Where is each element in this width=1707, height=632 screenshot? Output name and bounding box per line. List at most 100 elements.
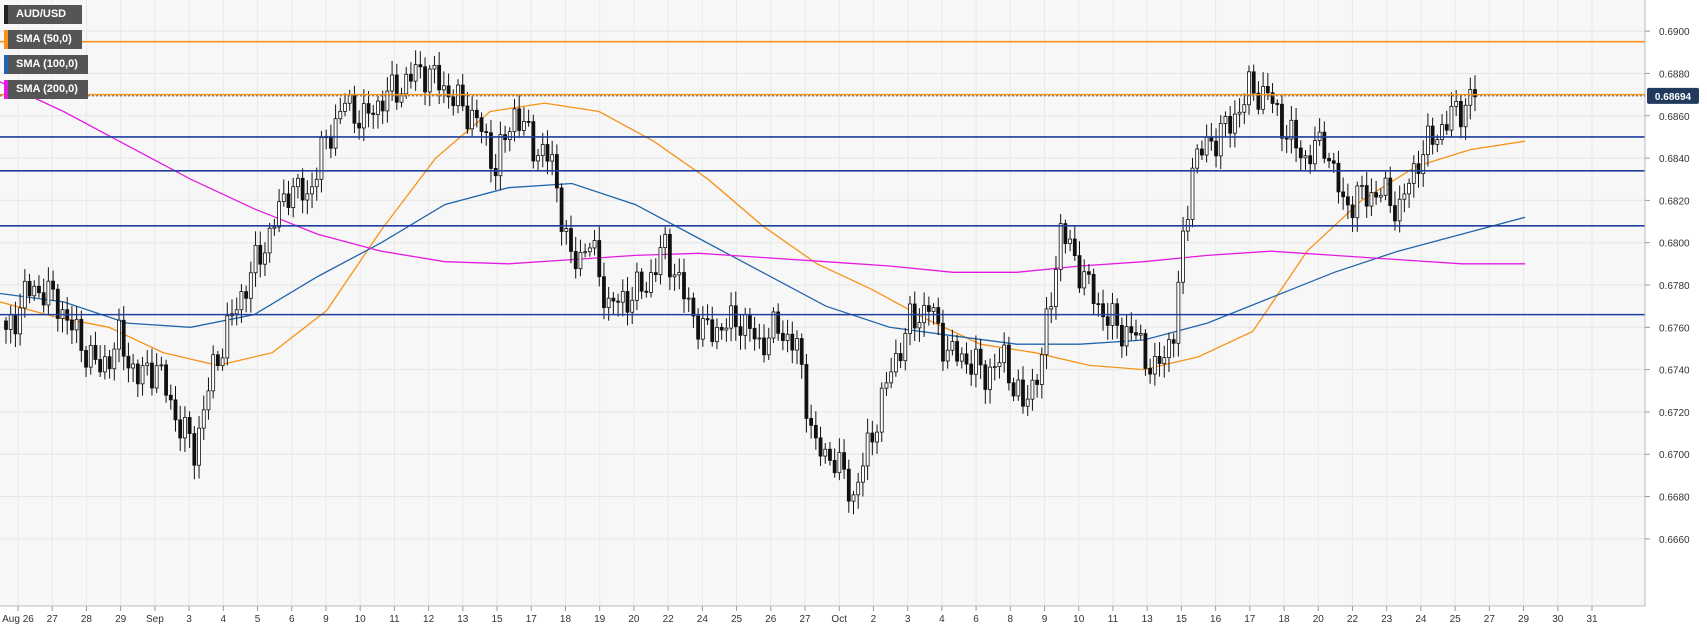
x-tick-label: 26 <box>765 614 777 625</box>
candle-body <box>1251 71 1256 94</box>
legend-swatch <box>4 30 8 49</box>
candle-body <box>1006 344 1011 384</box>
candle-body <box>587 247 592 253</box>
candle-body <box>1021 379 1025 407</box>
candle-body <box>1204 136 1209 156</box>
candle-body <box>1383 177 1388 196</box>
candle-body <box>220 357 225 367</box>
candle-body <box>870 432 875 443</box>
candle-body <box>1458 100 1463 128</box>
candle-body <box>997 362 1002 368</box>
candle-body <box>272 226 277 229</box>
candle-body <box>102 356 107 373</box>
candle-body <box>1331 160 1336 164</box>
candle-body <box>1082 271 1087 289</box>
candle-body <box>489 132 493 169</box>
candle-body <box>630 299 635 313</box>
candle-body <box>1374 192 1379 198</box>
x-tick-label: 17 <box>1244 614 1256 625</box>
candle-body <box>1091 273 1096 305</box>
candle-body <box>1421 154 1426 174</box>
legend-item-sma100[interactable]: SMA (100,0) <box>4 55 88 74</box>
candle-body <box>51 280 55 290</box>
x-tick-label: 29 <box>115 614 127 625</box>
candle-body <box>1044 308 1049 356</box>
candle-body <box>771 311 776 339</box>
candle-body <box>512 108 517 133</box>
x-tick-label: 15 <box>1176 614 1188 625</box>
candle-body <box>592 240 597 249</box>
candle-body <box>258 244 263 265</box>
candle-body <box>1313 140 1317 165</box>
candle-body <box>1355 185 1360 219</box>
candle-body <box>1261 86 1266 110</box>
candle-body <box>926 305 931 312</box>
x-tick-label: 19 <box>594 614 606 625</box>
candle-body <box>234 309 239 315</box>
candle-body <box>361 103 366 129</box>
candle-body <box>941 322 945 362</box>
candle-body <box>1039 354 1044 385</box>
candle-body <box>333 118 338 149</box>
x-tick-label: 24 <box>697 614 709 625</box>
candle-body <box>1463 104 1468 128</box>
candle-body <box>846 468 851 502</box>
candle-body <box>338 110 343 120</box>
candle-body <box>131 363 136 369</box>
candle-body <box>959 353 964 362</box>
candle-body <box>1242 104 1247 113</box>
candle-body <box>343 102 347 112</box>
candle-body <box>1345 196 1350 206</box>
candle-body <box>1167 339 1171 359</box>
candle-body <box>376 100 380 115</box>
candle-body <box>187 417 192 434</box>
candle-body <box>691 297 696 317</box>
x-tick-label: 11 <box>1108 614 1119 625</box>
candle-body <box>1016 379 1021 397</box>
candle-body <box>969 363 974 375</box>
y-tick-label: 0.6680 <box>1659 493 1690 504</box>
candle-body <box>875 431 879 443</box>
candle-body <box>93 344 98 360</box>
legend-swatch <box>4 55 8 74</box>
candle-body <box>253 244 258 274</box>
candle-body <box>818 437 823 457</box>
candle-body <box>715 326 719 343</box>
chart-legend: AUD/USD SMA (50,0) SMA (100,0) SMA (200,… <box>4 5 88 105</box>
candle-body <box>766 337 771 356</box>
candle-body <box>121 319 126 357</box>
legend-item-sma200[interactable]: SMA (200,0) <box>4 80 88 99</box>
candle-body <box>663 234 668 249</box>
x-tick-label: 3 <box>905 614 911 625</box>
candle-body <box>1308 155 1313 165</box>
candle-body <box>536 155 540 162</box>
candle-body <box>1237 111 1242 115</box>
candle-body <box>140 365 145 385</box>
candle-body <box>46 280 51 306</box>
x-tick-label: 11 <box>389 614 400 625</box>
candle-body <box>1209 136 1214 142</box>
candle-body <box>74 318 79 331</box>
candle-body <box>522 121 526 131</box>
candle-body <box>780 332 785 341</box>
candle-body <box>893 353 898 373</box>
candle-body <box>1143 333 1148 369</box>
candle-body <box>757 337 762 340</box>
candle-body <box>677 272 682 276</box>
candle-body <box>1270 92 1275 104</box>
legend-item-audusd[interactable]: AUD/USD <box>4 5 82 24</box>
candle-body <box>314 178 319 188</box>
candle-body <box>696 315 701 340</box>
candle-body <box>1218 123 1223 157</box>
candle-body <box>446 85 451 98</box>
candle-body <box>799 338 804 365</box>
candle-body <box>1435 139 1440 145</box>
candle-body <box>658 247 663 276</box>
y-tick-label: 0.6820 <box>1659 196 1690 207</box>
candle-body <box>296 177 300 188</box>
x-tick-label: 22 <box>663 614 675 625</box>
candle-body <box>611 297 616 302</box>
candle-body <box>126 355 131 369</box>
legend-item-sma50[interactable]: SMA (50,0) <box>4 30 82 49</box>
candle-body <box>912 303 917 329</box>
